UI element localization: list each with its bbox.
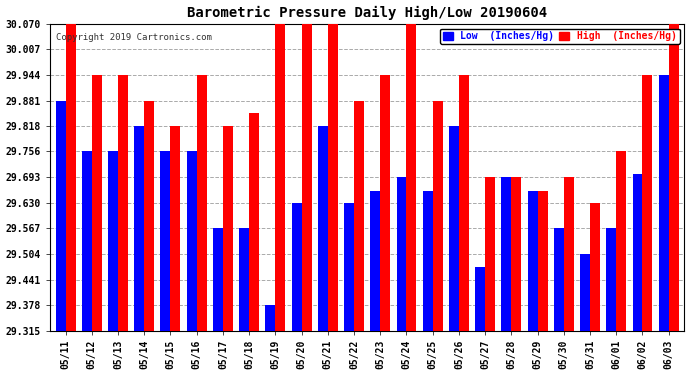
Bar <box>213 228 223 331</box>
Bar <box>538 190 548 331</box>
Bar <box>135 126 144 331</box>
Bar <box>56 100 66 331</box>
Bar <box>449 126 459 331</box>
Bar <box>397 177 406 331</box>
Bar <box>502 177 511 331</box>
Bar <box>144 100 154 331</box>
Bar <box>642 75 653 331</box>
Bar <box>607 228 616 331</box>
Bar <box>302 24 312 331</box>
Text: Copyright 2019 Cartronics.com: Copyright 2019 Cartronics.com <box>56 33 212 42</box>
Bar <box>459 75 469 331</box>
Bar <box>266 305 275 331</box>
Bar <box>108 152 118 331</box>
Bar <box>223 126 233 331</box>
Bar <box>187 152 197 331</box>
Bar <box>161 152 170 331</box>
Bar <box>633 174 642 331</box>
Bar <box>318 126 328 331</box>
Bar <box>580 254 590 331</box>
Bar <box>328 24 338 331</box>
Bar <box>669 24 679 331</box>
Bar <box>275 24 286 331</box>
Bar <box>380 75 391 331</box>
Bar <box>249 113 259 331</box>
Bar <box>371 190 380 331</box>
Bar <box>118 75 128 331</box>
Bar <box>344 203 354 331</box>
Bar <box>197 75 206 331</box>
Bar <box>239 228 249 331</box>
Bar <box>82 152 92 331</box>
Legend: Low  (Inches/Hg), High  (Inches/Hg): Low (Inches/Hg), High (Inches/Hg) <box>440 28 680 44</box>
Bar <box>406 24 417 331</box>
Bar <box>616 152 627 331</box>
Bar <box>554 228 564 331</box>
Bar <box>659 75 669 331</box>
Bar <box>511 177 522 331</box>
Bar <box>475 267 485 331</box>
Bar <box>528 190 538 331</box>
Bar <box>66 24 75 331</box>
Bar <box>433 100 443 331</box>
Bar <box>292 203 302 331</box>
Bar <box>423 190 433 331</box>
Bar <box>170 126 180 331</box>
Title: Barometric Pressure Daily High/Low 20190604: Barometric Pressure Daily High/Low 20190… <box>187 6 547 20</box>
Bar <box>564 177 574 331</box>
Bar <box>590 203 600 331</box>
Bar <box>92 75 101 331</box>
Bar <box>485 177 495 331</box>
Bar <box>354 100 364 331</box>
